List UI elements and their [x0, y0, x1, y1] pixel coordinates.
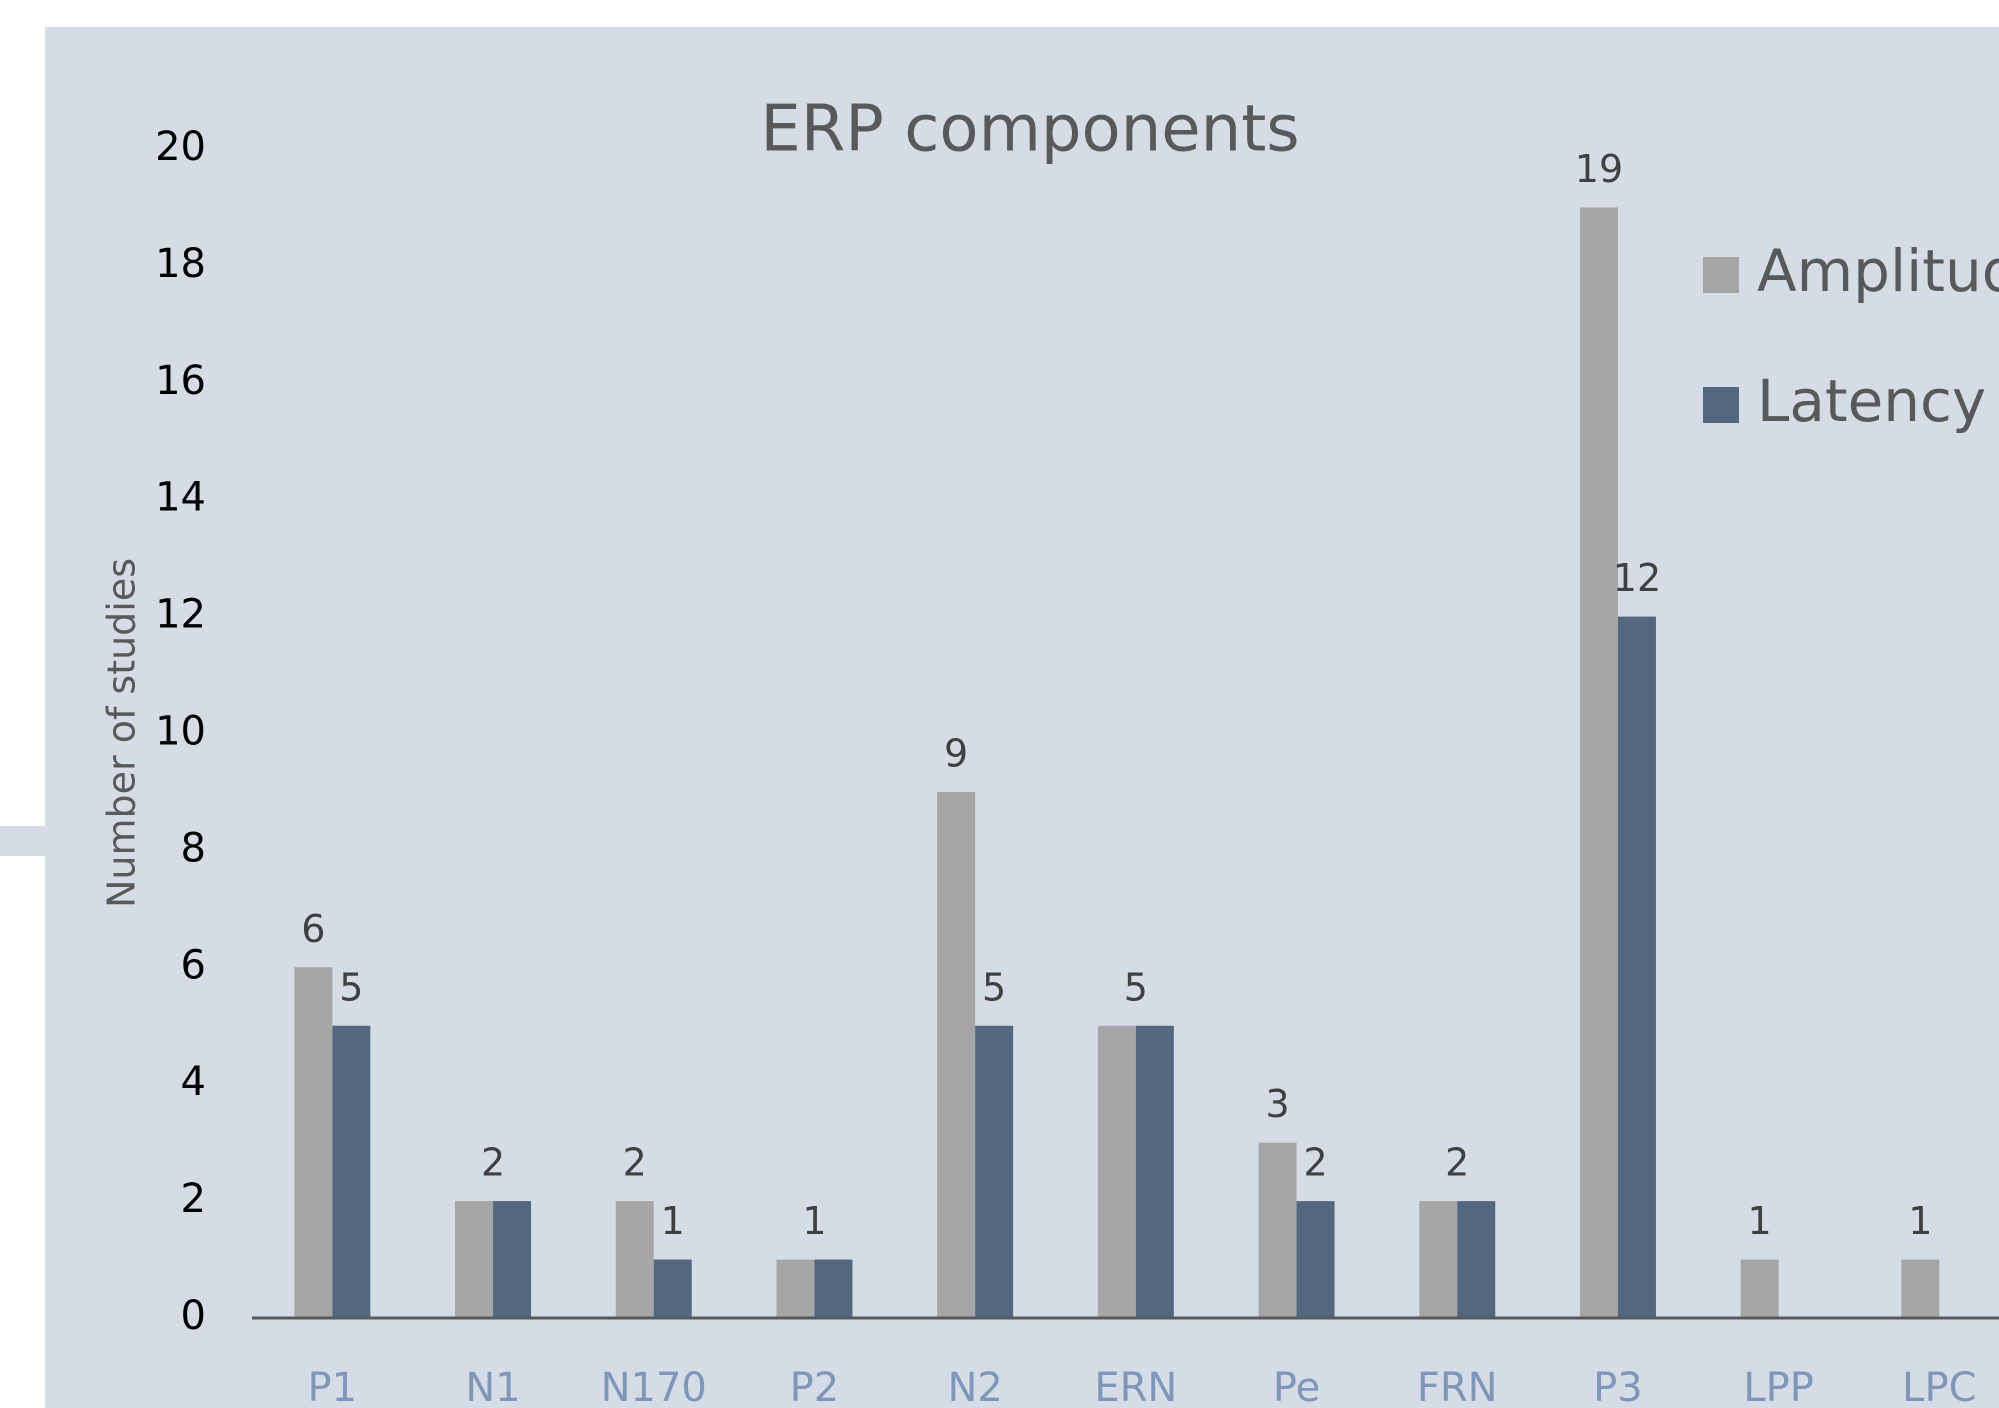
legend-swatch — [1703, 257, 1739, 293]
legend-label: Amplitude — [1757, 237, 1999, 305]
bar — [493, 1201, 532, 1318]
bar — [975, 1025, 1014, 1318]
bar — [776, 1259, 815, 1318]
data-label: 6 — [301, 907, 325, 951]
data-label: 3 — [1265, 1082, 1289, 1126]
data-label: 5 — [1124, 965, 1148, 1009]
y-tick-label: 14 — [155, 475, 206, 521]
x-tick-label: N1 — [465, 1365, 520, 1408]
data-label: 1 — [802, 1199, 826, 1243]
data-label: 2 — [1303, 1141, 1327, 1185]
data-label: 2 — [623, 1141, 647, 1185]
x-tick-label: P3 — [1593, 1365, 1643, 1408]
data-label: 5 — [339, 965, 363, 1009]
y-tick-label: 12 — [155, 592, 206, 638]
bar — [332, 1025, 371, 1318]
x-tick-label: N2 — [947, 1365, 1002, 1408]
legend-label: Latency — [1757, 367, 1986, 435]
y-tick-label: 10 — [155, 709, 206, 755]
bar — [1097, 1025, 1136, 1318]
bar — [1135, 1025, 1174, 1318]
data-label: 1 — [661, 1199, 685, 1243]
x-tick-label: Pe — [1273, 1365, 1320, 1408]
y-tick-label: 20 — [155, 124, 206, 170]
bar — [1258, 1142, 1297, 1318]
x-tick-label: P2 — [790, 1365, 840, 1408]
bar — [1419, 1201, 1458, 1318]
y-tick-label: 2 — [181, 1176, 206, 1222]
x-tick-label: ERN — [1094, 1365, 1177, 1408]
x-tick-label: LPC — [1902, 1365, 1976, 1408]
chart-title: ERP components — [760, 93, 1299, 167]
bar — [1296, 1201, 1335, 1318]
x-tick-label: P1 — [308, 1365, 358, 1408]
data-label: 9 — [944, 731, 968, 775]
panel — [45, 27, 1999, 1408]
bar — [1457, 1201, 1496, 1318]
x-tick-label: FRN — [1417, 1365, 1498, 1408]
legend-swatch — [1703, 387, 1739, 423]
data-label: 12 — [1613, 556, 1661, 600]
panel-strip — [0, 826, 45, 856]
bar — [937, 791, 976, 1318]
y-tick-label: 8 — [181, 825, 206, 871]
y-tick-label: 18 — [155, 241, 206, 287]
data-label: 5 — [982, 965, 1006, 1009]
bar — [1901, 1259, 1940, 1318]
bar — [294, 967, 333, 1318]
y-axis-title: Number of studies — [100, 558, 144, 908]
bar — [814, 1259, 853, 1318]
y-tick-label: 16 — [155, 358, 206, 404]
bar — [1740, 1259, 1779, 1318]
data-label: 1 — [1748, 1199, 1772, 1243]
x-tick-label: LPP — [1743, 1365, 1814, 1408]
bar — [1579, 207, 1618, 1319]
data-label: 1 — [1908, 1199, 1932, 1243]
y-tick-label: 4 — [181, 1059, 206, 1105]
bar — [653, 1259, 692, 1318]
data-label: 19 — [1575, 147, 1623, 191]
bar — [455, 1201, 494, 1318]
data-label: 2 — [1445, 1141, 1469, 1185]
bar — [615, 1201, 654, 1318]
y-tick-label: 0 — [181, 1293, 206, 1339]
bar — [1617, 616, 1656, 1318]
x-tick-label: N170 — [601, 1365, 707, 1408]
y-tick-label: 6 — [181, 942, 206, 988]
data-label: 2 — [481, 1141, 505, 1185]
